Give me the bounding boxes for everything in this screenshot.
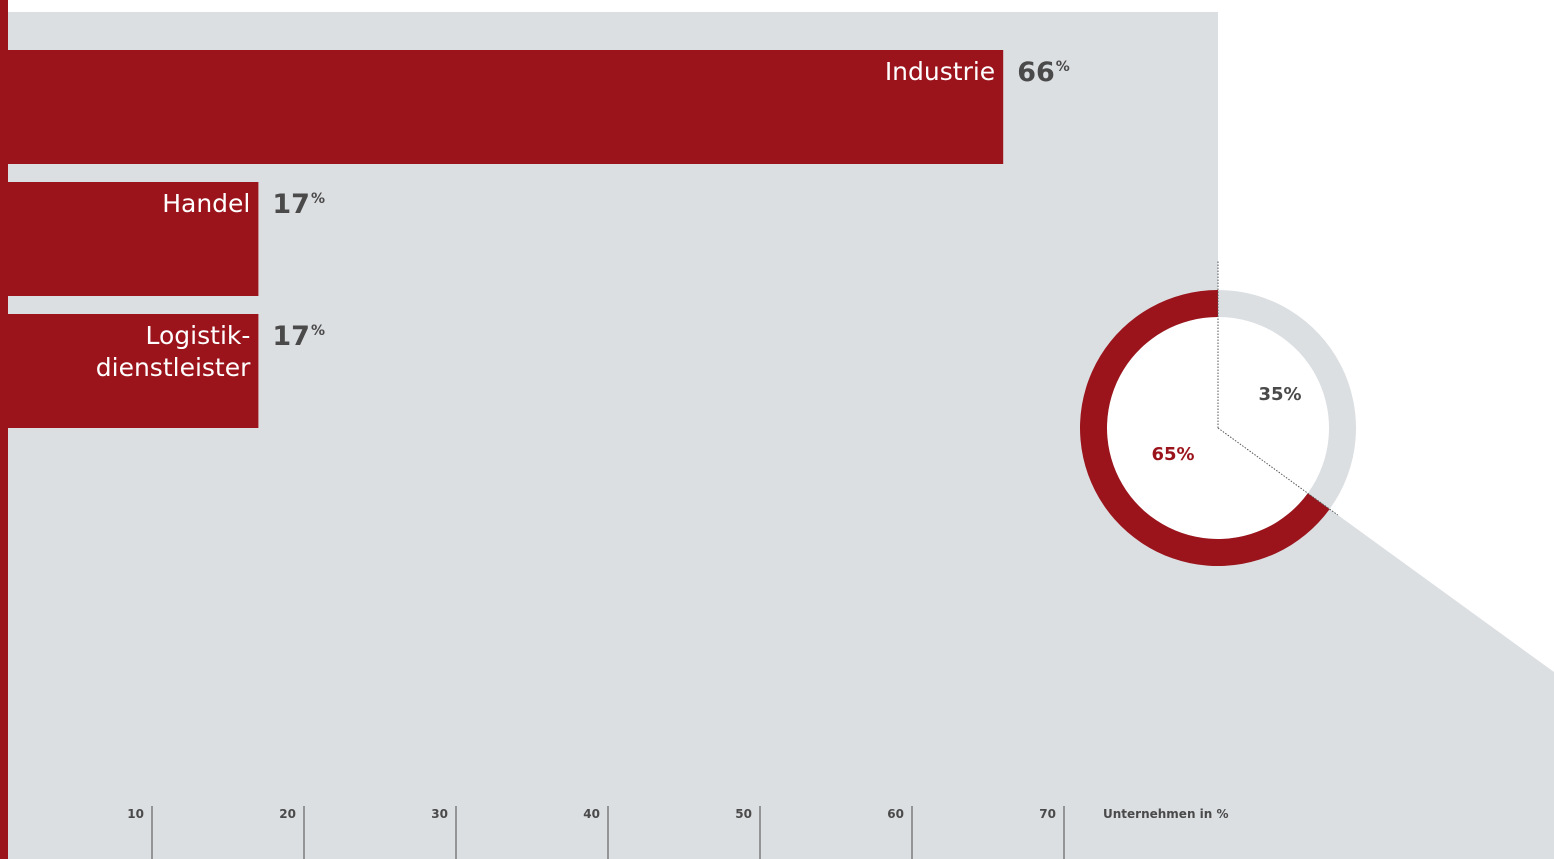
bar	[8, 182, 259, 296]
bar-category-label: dienstleister	[96, 353, 251, 382]
donut-slice-label: 35%	[1258, 384, 1301, 405]
bar-group: Handel 17%	[8, 182, 325, 296]
bar	[8, 50, 1004, 164]
slice-leader-line	[1217, 427, 1339, 516]
donut-chart: 35% 65%	[1080, 260, 1357, 566]
x-tick-label: 20	[279, 807, 296, 821]
bar-group: Industrie 66%	[8, 50, 1070, 164]
bar-chart: Industrie 66% Handel 17% Logistik-dienstleis…	[8, 50, 1070, 428]
bar	[8, 314, 259, 428]
donut-slice-label: 65%	[1151, 444, 1194, 465]
bar-value-unit: %	[1056, 59, 1070, 75]
x-axis-title: Unternehmen in %	[1103, 807, 1229, 821]
bar-value-unit: %	[311, 323, 325, 339]
x-tick-label: 30	[431, 807, 448, 821]
x-tick-label: 40	[583, 807, 600, 821]
donut-slice	[1218, 290, 1357, 510]
left-accent-stripe	[0, 0, 8, 859]
panel-shape	[0, 12, 1554, 859]
x-tick-label: 70	[1039, 807, 1056, 821]
x-axis: Unternehmen in % 10 20 30 40 50 60 70	[127, 806, 1229, 859]
bar-category-label: Logistik-	[146, 321, 251, 350]
x-tick-label: 60	[887, 807, 904, 821]
bar-category-label: Industrie	[885, 57, 995, 86]
bar-value-unit: %	[311, 191, 325, 207]
x-tick-label: 50	[735, 807, 752, 821]
x-tick-label: 10	[127, 807, 144, 821]
bar-category-label: Handel	[162, 189, 250, 218]
